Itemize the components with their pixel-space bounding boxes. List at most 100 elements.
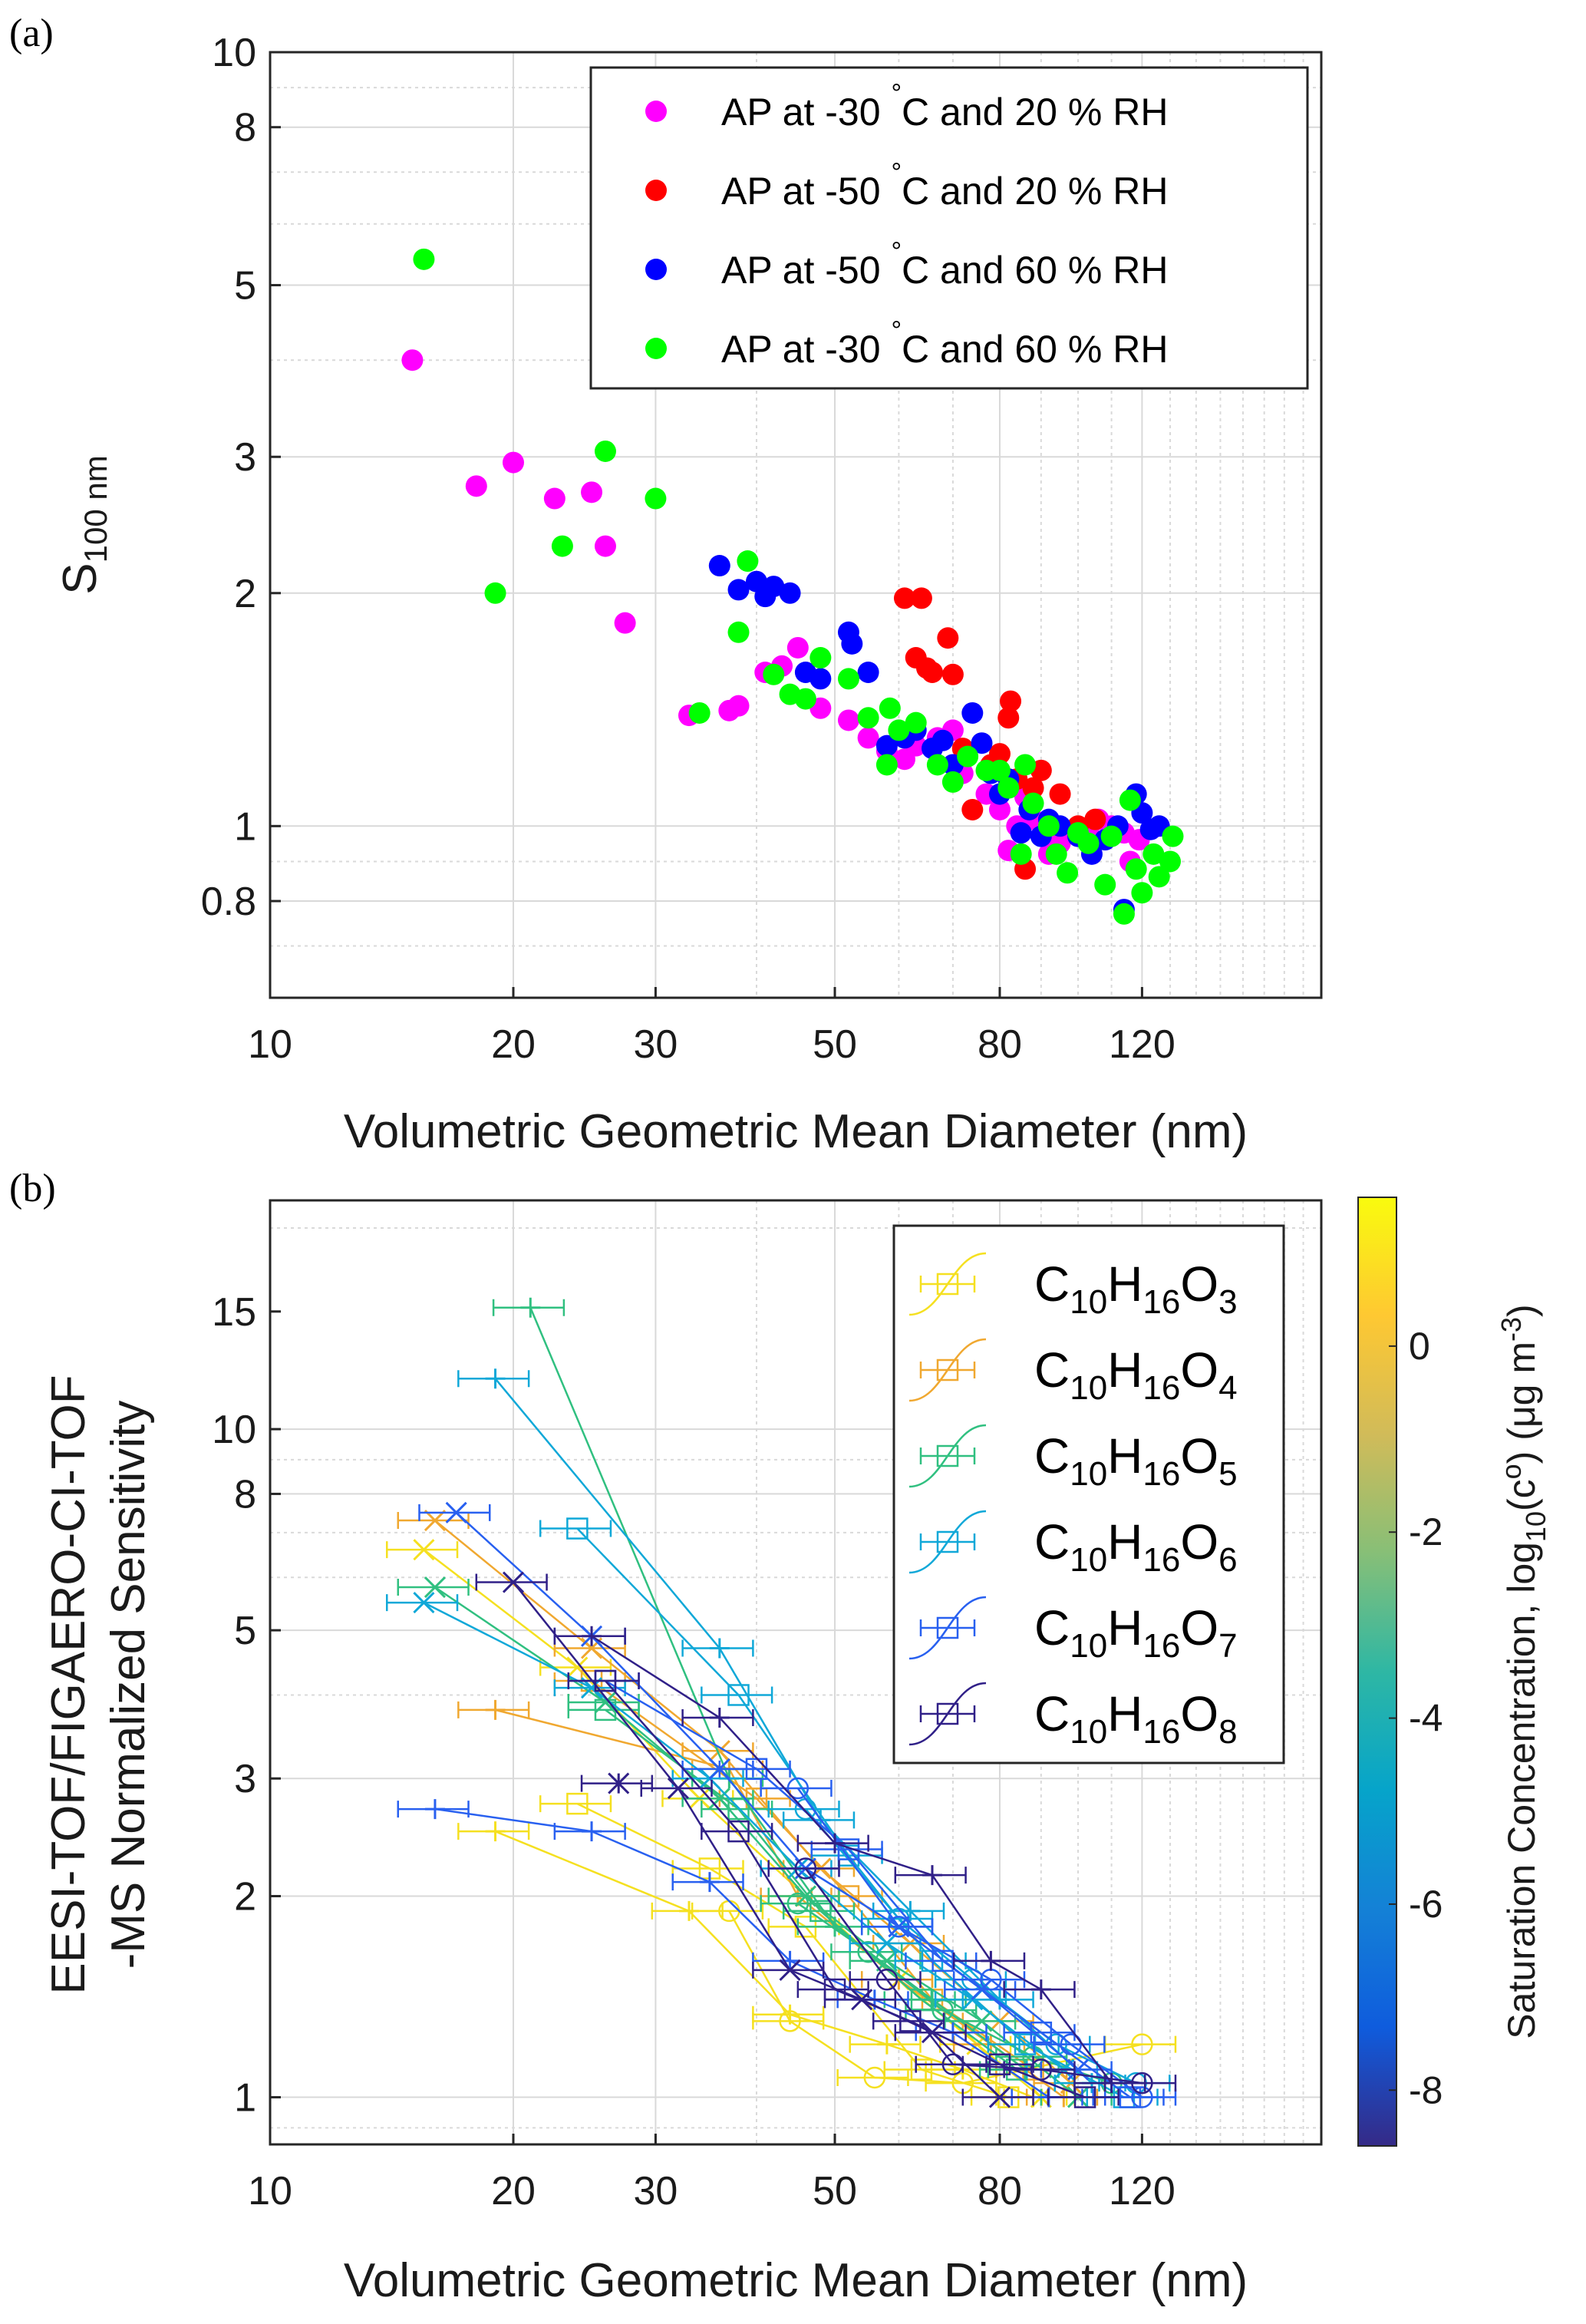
chart-a-point [857,727,879,749]
chart-b-marker-plus [485,1368,506,1389]
chart-a-point [1143,843,1165,865]
legend-formula-part: H [1107,1600,1143,1656]
chart-a-xtick-label: 50 [813,1022,857,1067]
chart-b-marker-plus [981,1950,1001,1971]
chart-b-marker-plus [485,1821,506,1842]
chart-b-marker-star [875,1932,898,1955]
legend-formula-part: 16 [1143,1455,1180,1493]
chart-b-marker-star [708,1788,730,1810]
chart-a-legend-label: AP at -30 °C and 20 % RH [721,79,1168,134]
chart-a-point [1113,903,1135,925]
chart-b-legend-label: C10H16O7 [1034,1600,1238,1665]
chart-b-marker-star [424,1576,447,1599]
legend-formula-part: C [1034,1600,1070,1656]
chart-a-legend-marker [645,101,667,122]
legend-formula-part: 10 [1070,1283,1107,1321]
chart-b-marker-square [566,1792,589,1815]
chart-b-marker-square [1030,2021,1053,2044]
chart-a-ylabel-main: S [54,563,107,594]
chart-a-point [809,668,832,690]
legend-formula-part: 16 [1143,1541,1180,1579]
chart-b-ylabel: EESI-TOF/FIGAERO-CI-TOF -MS Normalized S… [42,1375,155,1994]
chart-a-point [1014,754,1037,776]
chart-a-xtick-label: 120 [1109,1022,1175,1067]
chart-b-marker-plus [582,1821,602,1842]
chart-a-points [401,248,1184,925]
chart-a-point [1131,882,1153,904]
chart-b-marker-circle [1131,2033,1153,2055]
chart-a-point [875,754,898,776]
chart-b-xtick-label: 30 [633,2169,678,2213]
chart-b-errorbar [539,1795,612,1813]
chart-a-legend-label: AP at -50 °C and 60 % RH [721,237,1168,292]
chart-a-point [941,663,964,685]
chart-b-marker-square [823,1978,846,2001]
chart-b-ytick-label: 5 [234,1609,256,1653]
chart-b-errorbar [718,1760,791,1778]
chart-b-legend-label: C10H16O3 [1034,1256,1238,1321]
chart-a-point [551,535,573,557]
legend-formula-part: 10 [1070,1713,1107,1751]
chart-a-point [1119,789,1141,811]
chart-a-point [893,587,915,609]
chart-a-point [931,729,954,751]
chart-b-marker-star [875,1949,898,1972]
chart-b-ytick-label: 15 [212,1290,256,1335]
chart-b-marker-square [727,1820,750,1843]
chart-b-marker-square [594,1669,617,1692]
chart-b-marker-plus [825,1833,846,1854]
chart-a-ytick-label: 1 [234,804,256,849]
panel-b-label: (b) [9,1167,56,1210]
chart-a-point [997,707,1020,729]
chart-a-point [484,582,506,604]
legend-formula-part: H [1107,1428,1143,1484]
chart-a-point [1000,690,1022,712]
chart-b-marker-circle [1131,2071,1153,2095]
colorbar-label-part: Saturation Concentration, log [1500,1542,1543,2039]
chart-b-marker-star [413,1592,435,1614]
legend-formula-part: 16 [1143,1627,1180,1665]
legend-degree: ° [891,158,902,187]
chart-a-point [727,695,750,717]
chart-a-point [1148,866,1170,888]
chart-a-point [413,248,435,270]
legend-formula-part: O [1180,1256,1218,1312]
legend-formula-part: 7 [1218,1627,1237,1665]
legend-degree: ° [891,316,902,345]
legend-formula-part: O [1180,1600,1218,1656]
chart-a-point [763,663,785,685]
chart-b-errorbar [397,1512,470,1530]
chart-a-point [543,487,565,510]
chart-b-ylabel-line1: EESI-TOF/FIGAERO-CI-TOF [42,1375,95,1994]
chart-b-marker-star [566,1656,589,1679]
chart-a-plot-area [269,51,1323,999]
chart-b-marker-plus [485,1699,506,1720]
chart-a-point [1162,825,1184,847]
legend-formula-part: 6 [1218,1541,1237,1579]
chart-b-marker-plus [1030,1979,1051,2000]
chart-a-point [779,582,801,604]
chart-b-xlabel: Volumetric Geometric Mean Diameter (nm) [344,2254,1248,2307]
chart-a-point [1077,832,1100,854]
colorbar-label-part: ) [1500,1304,1543,1317]
chart-b-errorbar [1103,2075,1177,2092]
chart-b-errorbar [701,1823,773,1840]
chart-b-legend-marker [936,1273,959,1296]
colorbar-label-part: o [1495,1464,1527,1479]
chart-b-errorbar [860,1918,934,1936]
legend-formula-part: 10 [1070,1369,1107,1407]
chart-a-point [594,535,616,557]
chart-b-legend-marker [936,1444,959,1467]
colorbar-label: Saturation Concentration, log10(co) (μg … [1495,1304,1551,2038]
chart-a-point [1057,862,1079,884]
legend-formula-part: O [1180,1428,1218,1484]
legend-formula-part: 16 [1143,1713,1180,1751]
chart-b-xtick-label: 20 [491,2169,536,2213]
chart-a-point [961,701,984,724]
chart-b-errorbar [752,2012,825,2030]
legend-formula-part: C [1034,1514,1070,1570]
chart-b-errorbar [385,1594,459,1612]
chart-a-point [857,662,879,684]
chart-b-errorbar [849,1971,922,1989]
